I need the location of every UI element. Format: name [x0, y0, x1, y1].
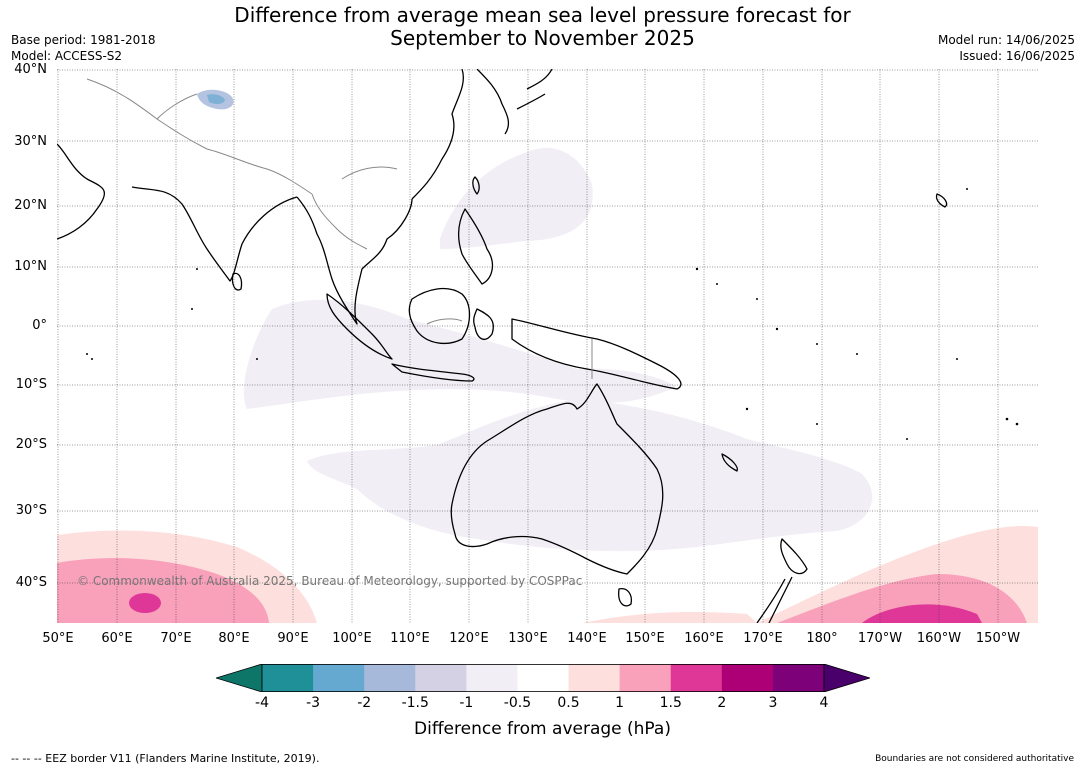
colorbar-bin: [313, 664, 365, 692]
coast-australia: [450, 383, 664, 575]
title-line-1: Difference from average mean sea level p…: [234, 3, 851, 27]
colorbar-tick-label: 4: [819, 695, 829, 711]
colorbar-bin: [721, 664, 774, 692]
coast-hawaii: [935, 193, 948, 208]
colorbar-tick-label: -1.5: [401, 695, 429, 711]
coast-arabia: [57, 143, 106, 240]
lon-label-100e: 100°E: [332, 631, 372, 646]
coast-japan: [516, 69, 553, 110]
graticule: [57, 69, 1038, 623]
lon-label-110e: 110°E: [390, 631, 430, 646]
national-borders: [86, 78, 593, 379]
coast-borneo: [408, 287, 471, 345]
colorbar-tick-label: -1: [459, 695, 474, 711]
colorbar-tick-label: -4: [255, 695, 269, 711]
colorbar-bin: [517, 664, 570, 692]
lat-label-40s: 40°S: [15, 575, 47, 590]
lon-label-140e: 140°E: [567, 631, 607, 646]
coast-new-guinea: [511, 318, 682, 390]
colorbar-extend-high: [823, 663, 872, 693]
colorbar-tick-label: 1: [615, 695, 625, 711]
coast-philippines: [457, 208, 494, 285]
colorbar-bin: [619, 664, 672, 692]
colorbar-bin: [415, 664, 467, 692]
coast-java: [391, 363, 475, 382]
lat-label-10s: 10°S: [15, 377, 47, 392]
issued-text: Issued: 16/06/2025: [959, 49, 1075, 63]
coast-china-east: [411, 69, 464, 200]
lon-label-50e: 50°E: [42, 631, 74, 646]
coast-new-zealand-north: [780, 538, 808, 575]
coast-indian-subcontinent: [131, 186, 298, 282]
lon-label-170w: 170°W: [857, 631, 903, 646]
lon-label-80e: 80°E: [218, 631, 250, 646]
coast-new-caledonia: [721, 453, 738, 472]
lat-label-40n: 40°N: [14, 62, 47, 77]
lat-label-20n: 20°N: [14, 198, 47, 213]
colorbar-tick-label: 0.5: [557, 695, 580, 711]
lon-label-150e: 150°E: [625, 631, 665, 646]
colorbar-bin: [364, 664, 416, 692]
colorbar-bin: [670, 664, 723, 692]
coast-new-zealand-south: [756, 576, 793, 623]
colorbar-bin: [568, 664, 621, 692]
coast-sumatra: [326, 293, 393, 360]
lon-label-70e: 70°E: [160, 631, 192, 646]
lon-label-90e: 90°E: [277, 631, 309, 646]
colorbar-tick-label: -2: [357, 695, 372, 711]
positive-anomaly-southern-indian-ocean-core: [129, 593, 161, 613]
title-line-2: September to November 2025: [390, 26, 695, 50]
colorbar-tick-label: 1.5: [659, 695, 682, 711]
pacific-islands: [86, 188, 1019, 440]
lon-label-160w: 160°W: [916, 631, 962, 646]
colorbar-tick-label: 3: [768, 695, 778, 711]
positive-anomaly-south-central: [582, 612, 757, 623]
colorbar-label: Difference from average (hPa): [414, 719, 671, 739]
model-text: Model: ACCESS-S2: [11, 49, 123, 63]
meta-left: Base period: 1981-2018 Model: ACCESS-S2: [11, 32, 156, 64]
colorbar-extend-low: [214, 663, 263, 693]
colorbar-bin: [466, 664, 518, 692]
coastlines: [57, 69, 948, 623]
map-svg: [57, 69, 1038, 623]
boundaries-disclaimer: Boundaries are not considered authoritat…: [875, 754, 1074, 764]
lat-label-0: 0°: [32, 318, 47, 333]
negative-anomaly-western-north-pacific: [440, 148, 593, 249]
lat-label-30n: 30°N: [14, 134, 47, 149]
lon-label-180: 180°: [806, 631, 838, 646]
colorbar-tick-label: -0.5: [503, 695, 532, 711]
eez-border-legend: -- -- -- EEZ border V11 (Flanders Marine…: [11, 752, 320, 765]
coast-korea: [476, 69, 510, 135]
map-panel: [57, 69, 1038, 623]
colorbar: [214, 663, 872, 693]
copyright-text: © Commonwealth of Australia 2025, Bureau…: [77, 574, 583, 588]
colorbar-tick-label: -3: [306, 695, 321, 711]
lat-label-20s: 20°S: [15, 437, 47, 452]
colorbar-bin: [262, 664, 314, 692]
coast-taiwan: [472, 176, 480, 195]
colorbar-bin: [772, 664, 825, 692]
coast-sri-lanka: [231, 272, 243, 291]
lat-label-10n: 10°N: [14, 259, 47, 274]
chart-title: Difference from average mean sea level p…: [0, 4, 1085, 50]
lon-label-160e: 160°E: [684, 631, 724, 646]
negative-anomaly-australia: [307, 399, 873, 552]
model-run-text: Model run: 14/06/2025: [937, 33, 1075, 47]
lon-label-170e: 170°E: [743, 631, 783, 646]
colorbar-tick-label: 2: [717, 695, 727, 711]
positive-anomaly-southern-indian-ocean-inner: [57, 558, 269, 623]
base-period-text: Base period: 1981-2018: [11, 33, 156, 47]
coast-indochina: [296, 196, 413, 325]
lat-label-30s: 30°S: [15, 503, 47, 518]
coast-tasmania: [618, 588, 633, 607]
lon-label-150w: 150°W: [975, 631, 1021, 646]
positive-anomaly-southwest-pacific-core: [862, 604, 982, 623]
lon-label-130e: 130°E: [508, 631, 548, 646]
colorbar-svg: [214, 663, 872, 693]
meta-right: Model run: 14/06/2025 Issued: 16/06/2025: [938, 32, 1075, 64]
negative-anomaly-tibet-core: [207, 94, 225, 105]
lon-label-120e: 120°E: [449, 631, 489, 646]
lon-label-60e: 60°E: [101, 631, 133, 646]
coast-sulawesi: [473, 308, 494, 340]
